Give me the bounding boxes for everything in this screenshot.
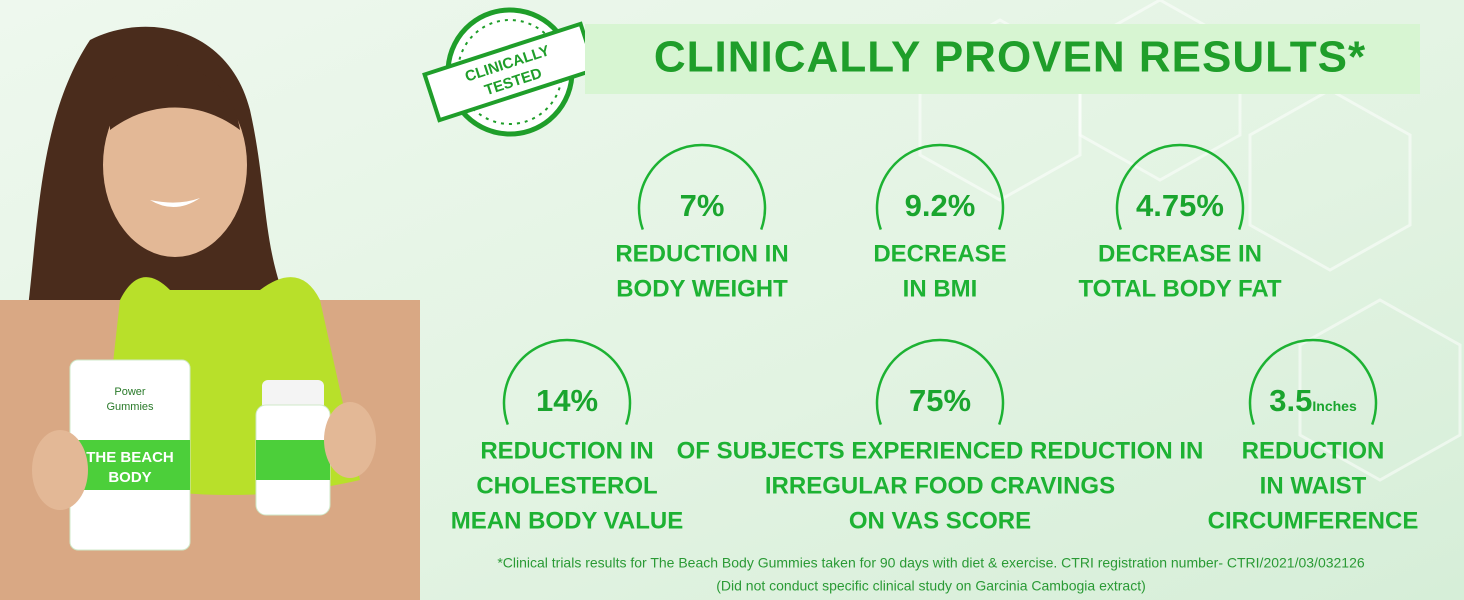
- stat-ring: [875, 143, 1005, 230]
- stat-label: DECREASE: [873, 240, 1006, 267]
- product-name: THE BEACH: [86, 449, 174, 466]
- stat-value-number: 75%: [909, 383, 971, 418]
- stat-ring: [1115, 143, 1245, 230]
- stat-label: REDUCTION IN: [615, 240, 788, 267]
- product-brand: Gummies: [106, 401, 154, 413]
- model-photo: Power Gummies THE BEACH BODY: [0, 26, 420, 600]
- stat-value: 3.5Inches: [1269, 383, 1357, 418]
- stat-label: MEAN BODY VALUE: [451, 507, 683, 534]
- title-bar: [585, 24, 1420, 94]
- stat-label: CIRCUMFERENCE: [1208, 507, 1419, 534]
- stat-value-number: 4.75%: [1136, 188, 1224, 223]
- title: CLINICALLY PROVEN RESULTS*: [654, 33, 1366, 82]
- stat-unit: Inches: [1312, 398, 1357, 414]
- stat-label: IN WAIST: [1260, 472, 1367, 499]
- stat-label: REDUCTION: [1242, 437, 1385, 464]
- stat-value: 14%: [536, 383, 598, 418]
- footnote: (Did not conduct specific clinical study…: [716, 578, 1146, 594]
- stats: 7% REDUCTION IN BODY WEIGHT 9.2% DECREASE IN …: [451, 143, 1419, 534]
- stat-label: DECREASE IN: [1098, 240, 1262, 267]
- stat-ring: [637, 143, 767, 230]
- stat-value-number: 7%: [680, 188, 725, 223]
- stat-value-number: 9.2%: [905, 188, 976, 223]
- product-brand: Power: [114, 386, 146, 398]
- stat-value-number: 3.5: [1269, 383, 1312, 418]
- clinically-tested-badge: CLINICALLY TESTED: [422, 7, 598, 137]
- stat-value: 75%: [909, 383, 971, 418]
- product-name: BODY: [108, 469, 151, 486]
- stat-ring: [1248, 338, 1378, 425]
- stat-value: 7%: [680, 188, 725, 223]
- stat-label: IRREGULAR FOOD CRAVINGS: [765, 472, 1115, 499]
- stat-label: OF SUBJECTS EXPERIENCED REDUCTION IN: [677, 437, 1204, 464]
- stat-ring: [502, 338, 632, 425]
- footnote: *Clinical trials results for The Beach B…: [497, 555, 1365, 571]
- stat-label: TOTAL BODY FAT: [1078, 275, 1281, 302]
- stat-label: CHOLESTEROL: [476, 472, 657, 499]
- stat-label: BODY WEIGHT: [616, 275, 788, 302]
- stat-label: IN BMI: [903, 275, 978, 302]
- stat-value: 4.75%: [1136, 188, 1224, 223]
- stat-value: 9.2%: [905, 188, 976, 223]
- stat-value-number: 14%: [536, 383, 598, 418]
- stat-label: ON VAS SCORE: [849, 507, 1031, 534]
- stat-label: REDUCTION IN: [480, 437, 653, 464]
- stat-ring: [875, 338, 1005, 425]
